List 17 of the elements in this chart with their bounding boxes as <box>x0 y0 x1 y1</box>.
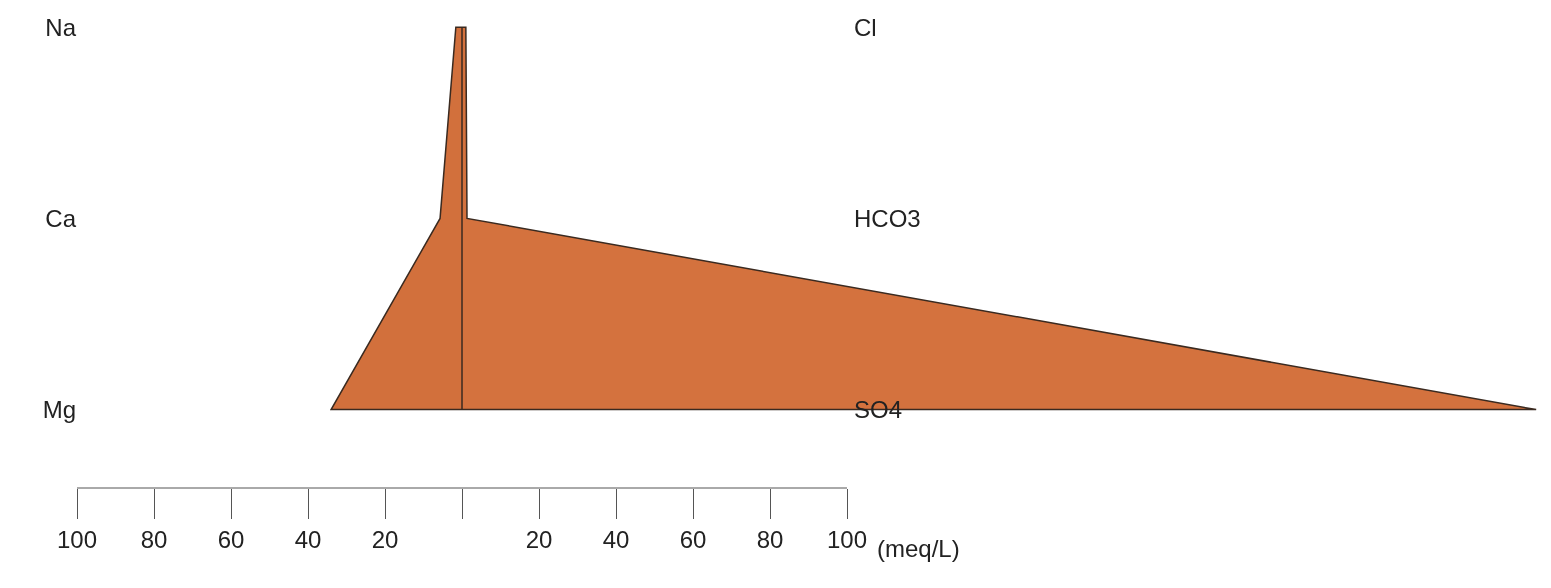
y-tick-label: Na <box>45 13 77 41</box>
annotation: HCO3 <box>854 205 921 232</box>
x-tick-label: 100 <box>826 525 868 553</box>
x-tick-label: 80 <box>140 525 168 553</box>
x-tick-label: 100 <box>56 525 98 553</box>
y-tick-label: Mg <box>42 396 76 424</box>
x-tick-label: 40 <box>294 525 322 553</box>
x-axis-title: (meq/L) <box>877 535 960 562</box>
annotation: SO4 <box>854 396 903 423</box>
x-tick-label: 20 <box>371 525 399 553</box>
x-tick-label: 20 <box>525 525 553 553</box>
annotation: Cl <box>854 14 877 41</box>
y-tick-label: Ca <box>45 204 77 232</box>
x-tick-label: 60 <box>217 525 245 553</box>
x-tick-label: 40 <box>602 525 630 553</box>
x-tick-label: 80 <box>756 525 784 553</box>
x-tick-label: 60 <box>679 525 707 553</box>
